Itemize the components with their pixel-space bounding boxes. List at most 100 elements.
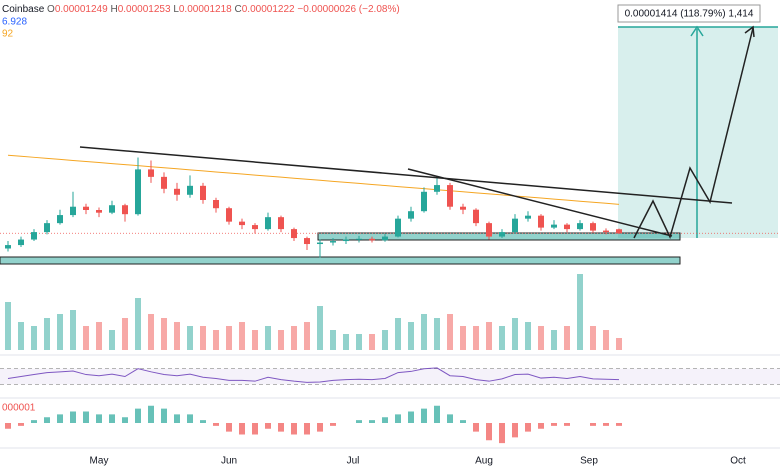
macd-bar — [135, 408, 141, 423]
volume-bar — [83, 326, 89, 350]
indicator-value: 92 — [2, 29, 14, 40]
candle-body — [499, 232, 505, 237]
macd-bar — [31, 420, 37, 423]
x-tick-label: Sep — [580, 456, 598, 467]
candle-body — [291, 229, 297, 239]
candle-body — [278, 217, 284, 230]
macd-bar — [525, 423, 531, 432]
trendline — [79, 146, 733, 204]
candle-body — [447, 185, 453, 207]
macd-bar — [239, 423, 245, 435]
volume-bar — [317, 306, 323, 350]
volume-bar — [96, 322, 102, 350]
candle-body — [434, 185, 440, 192]
candle-body — [343, 239, 349, 242]
macd-bar — [44, 417, 50, 423]
candle-body — [551, 224, 557, 228]
high-value: 0.00001253 — [118, 4, 171, 15]
volume-bar — [213, 330, 219, 350]
x-tick-label: May — [90, 456, 109, 467]
macd-bar — [109, 414, 115, 423]
candle-body — [174, 188, 180, 195]
candle-body — [109, 205, 115, 213]
candle-body — [369, 238, 375, 241]
macd-bar — [291, 423, 297, 435]
high-label: H — [110, 4, 117, 15]
volume-bar — [5, 302, 11, 350]
volume-bar — [161, 318, 167, 350]
candle-body — [564, 224, 570, 230]
volume-bar — [434, 318, 440, 350]
macd-bar — [252, 423, 258, 435]
macd-bar — [616, 423, 622, 426]
candle-body — [213, 200, 219, 209]
x-tick-label: Jul — [347, 456, 360, 467]
macd-bar — [499, 423, 505, 444]
projection-arrow-head — [744, 25, 755, 38]
macd-bar — [590, 423, 596, 426]
candle-body — [395, 218, 401, 237]
volume-bar — [226, 326, 232, 350]
volume-bar — [356, 334, 362, 350]
volume-bar — [291, 326, 297, 350]
indicator-value: 000001 — [2, 403, 36, 414]
moving-average — [7, 154, 620, 205]
candle-body — [460, 206, 466, 210]
macd-bar — [330, 423, 336, 426]
volume-bar — [44, 318, 50, 350]
macd-bar — [187, 414, 193, 423]
candle-body — [603, 230, 609, 233]
macd-bar — [278, 423, 284, 432]
close-label: C — [235, 4, 242, 15]
header: Coinbase O0.00001249 H0.00001253 L0.0000… — [2, 4, 400, 15]
candle-body — [83, 206, 89, 210]
candle-body — [408, 211, 414, 219]
candle-body — [18, 239, 24, 246]
macd-bar — [122, 417, 128, 423]
low-label: L — [173, 4, 179, 15]
macd-bar — [603, 423, 609, 426]
macd-bar — [408, 411, 414, 423]
volume-bar — [525, 322, 531, 350]
x-tick-label: Oct — [730, 456, 746, 467]
volume-bar — [57, 314, 63, 350]
volume-bar — [499, 326, 505, 350]
candle-body — [590, 223, 596, 231]
candle-body — [122, 205, 128, 215]
volume-bar — [538, 326, 544, 350]
candle-body — [330, 241, 336, 243]
macd-bar — [57, 414, 63, 423]
candle-body — [31, 232, 37, 240]
candle-body — [5, 245, 11, 249]
macd-bar — [18, 423, 24, 426]
macd-bar — [421, 408, 427, 423]
volume-bar — [200, 326, 206, 350]
trendline — [407, 168, 673, 237]
volume-bar — [278, 330, 284, 350]
macd-bar — [161, 408, 167, 423]
macd-bar — [512, 423, 518, 438]
open-value: 0.00001249 — [55, 4, 108, 15]
volume-bar — [18, 322, 24, 350]
rsi-line — [7, 367, 620, 383]
candle-body — [525, 215, 531, 219]
candle-body — [473, 209, 479, 224]
candle-body — [317, 242, 323, 245]
macd-bar — [174, 414, 180, 423]
candle-body — [486, 223, 492, 237]
volume-bar — [460, 326, 466, 350]
macd-bar — [83, 411, 89, 423]
candle-body — [187, 185, 193, 195]
measure-label: 0.00001414 (118.79%) 1,414 — [625, 9, 754, 20]
candle-body — [304, 238, 310, 245]
volume-bar — [564, 326, 570, 350]
support-box — [0, 256, 681, 265]
volume-bar — [473, 326, 479, 350]
candle-body — [96, 210, 102, 213]
macd-bar — [213, 423, 219, 426]
candle-body — [226, 208, 232, 222]
change: −0.00000026 (−2.08%) — [297, 4, 399, 15]
candle-body — [538, 215, 544, 228]
macd-bar — [226, 423, 232, 432]
